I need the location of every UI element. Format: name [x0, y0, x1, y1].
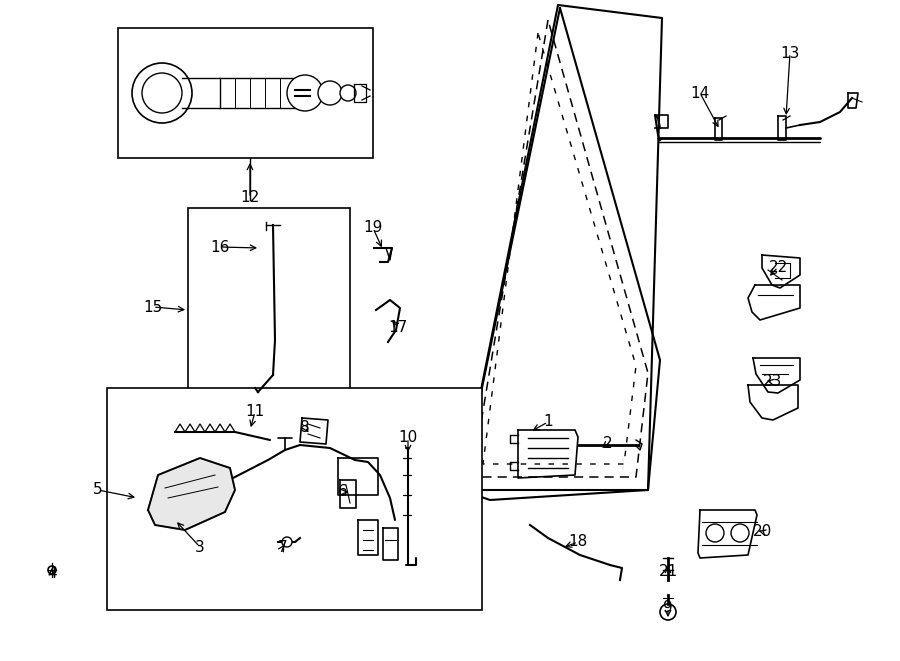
- Circle shape: [142, 73, 182, 113]
- Text: 9: 9: [663, 600, 673, 615]
- Circle shape: [287, 75, 323, 111]
- Text: 19: 19: [364, 221, 382, 235]
- Circle shape: [48, 566, 56, 574]
- Circle shape: [132, 63, 192, 123]
- Text: 18: 18: [569, 535, 588, 549]
- Text: 11: 11: [246, 405, 265, 420]
- Circle shape: [340, 85, 356, 101]
- Text: 23: 23: [763, 375, 783, 389]
- Text: 2: 2: [603, 436, 613, 451]
- Text: 4: 4: [47, 566, 57, 580]
- Text: 20: 20: [753, 524, 772, 539]
- Circle shape: [318, 81, 342, 105]
- Polygon shape: [148, 458, 235, 530]
- Bar: [118, 28, 373, 158]
- Text: 1: 1: [544, 414, 553, 430]
- Text: 3: 3: [195, 539, 205, 555]
- Text: 17: 17: [389, 319, 408, 334]
- Text: 22: 22: [769, 260, 788, 274]
- Text: 16: 16: [211, 239, 230, 254]
- Circle shape: [706, 524, 724, 542]
- Circle shape: [731, 524, 749, 542]
- Text: 6: 6: [338, 485, 348, 500]
- Text: 5: 5: [94, 483, 103, 498]
- Text: 12: 12: [240, 190, 259, 206]
- Text: 10: 10: [399, 430, 418, 446]
- Circle shape: [660, 604, 676, 620]
- Text: 15: 15: [143, 299, 163, 315]
- Text: 14: 14: [690, 85, 709, 100]
- Text: 21: 21: [659, 564, 678, 580]
- Circle shape: [282, 537, 292, 547]
- Bar: [188, 208, 350, 395]
- Bar: [107, 388, 482, 610]
- Text: 7: 7: [278, 539, 288, 555]
- Text: 13: 13: [780, 46, 800, 61]
- Text: 8: 8: [301, 420, 310, 434]
